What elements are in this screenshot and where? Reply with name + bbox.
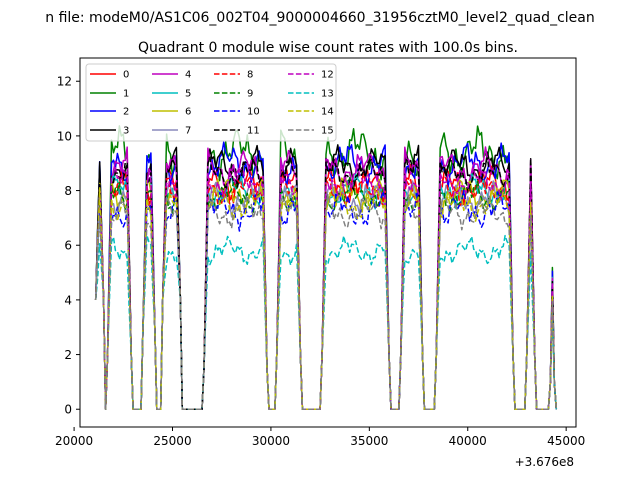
y-tick-label: 6: [64, 239, 72, 253]
series-line-4: [94, 146, 558, 410]
y-tick-label: 12: [57, 75, 72, 89]
series-line-10: [94, 189, 558, 410]
legend-label-5: 5: [185, 89, 191, 100]
plot-frame: [79, 57, 577, 428]
series-line-12: [94, 163, 558, 410]
series-line-9: [94, 176, 558, 410]
legend-label-9: 9: [247, 89, 253, 100]
legend-label-8: 8: [247, 70, 253, 81]
y-tick-label: 10: [57, 129, 72, 143]
x-tick-label: 35000: [350, 434, 388, 448]
legend-label-13: 13: [321, 89, 334, 100]
chart-suptitle: n file: modeM0/AS1C06_002T04_9000004660_…: [45, 10, 594, 26]
legend-label-0: 0: [123, 70, 129, 81]
chart-title: Quadrant 0 module wise count rates with …: [138, 40, 518, 56]
legend-label-15: 15: [321, 126, 334, 137]
x-tick-label: 45000: [547, 434, 585, 448]
legend-label-1: 1: [123, 89, 129, 100]
series-line-5: [94, 172, 558, 410]
legend-label-3: 3: [123, 126, 129, 137]
legend-label-10: 10: [247, 107, 260, 118]
legend-label-11: 11: [247, 126, 260, 137]
legend-label-4: 4: [185, 70, 191, 81]
x-tick-label: 20000: [55, 434, 93, 448]
x-tick-label: 25000: [153, 434, 191, 448]
y-tick-label: 8: [64, 184, 72, 198]
y-tick-label: 0: [64, 403, 72, 417]
series-line-2: [94, 141, 558, 410]
y-tick-label: 4: [64, 293, 72, 307]
series-layer: [94, 125, 558, 410]
legend-label-2: 2: [123, 107, 129, 118]
series-line-13: [94, 234, 558, 410]
legend-label-14: 14: [321, 107, 334, 118]
legend-box: [85, 63, 337, 142]
x-offset-label: +3.676e8: [515, 455, 574, 469]
x-tick-label: 40000: [449, 434, 487, 448]
legend-label-7: 7: [185, 126, 191, 137]
series-line-15: [94, 194, 558, 410]
y-tick-label: 2: [64, 348, 72, 362]
legend-label-12: 12: [321, 70, 334, 81]
legend-label-6: 6: [185, 107, 191, 118]
x-tick-label: 30000: [252, 434, 290, 448]
series-line-8: [94, 171, 558, 410]
